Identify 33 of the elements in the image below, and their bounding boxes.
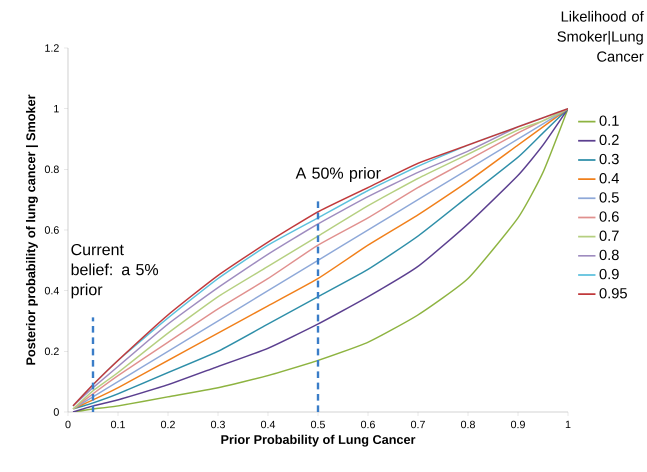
x-tick-label: 0.7 bbox=[411, 420, 425, 428]
x-tick-label: 0.9 bbox=[511, 420, 525, 428]
y-tick-label: 0.6 bbox=[44, 226, 59, 234]
y-axis-title: Posterior probability of lung cancer | Smoker bbox=[26, 94, 38, 365]
x-axis-title: Prior Probability of Lung Cancer bbox=[221, 434, 416, 447]
legend-label: 0.3 bbox=[600, 154, 619, 164]
ref-line-label: A 50% prior bbox=[296, 167, 381, 182]
y-tick-label: 0.4 bbox=[44, 286, 59, 294]
legend-label: 0.9 bbox=[600, 268, 619, 280]
x-tick-label: 0 bbox=[65, 420, 71, 428]
y-tick-label: 1 bbox=[54, 104, 59, 112]
legend-label: 0.5 bbox=[600, 192, 619, 203]
legend-label: 0.4 bbox=[600, 173, 619, 184]
x-tick-label: 0.3 bbox=[211, 420, 225, 428]
legend-label: 0.8 bbox=[600, 250, 619, 260]
legend-label: 0.95 bbox=[600, 288, 627, 298]
legend-label: 0.2 bbox=[600, 134, 619, 146]
x-tick-label: 0.5 bbox=[311, 420, 325, 428]
legend-label: 0.7 bbox=[600, 230, 619, 241]
x-tick-label: 1 bbox=[566, 420, 570, 428]
x-tick-label: 0.2 bbox=[161, 420, 175, 428]
y-tick-label: 0.2 bbox=[44, 348, 59, 356]
y-tick-label: 0 bbox=[54, 408, 59, 416]
legend-title: Likelihood of Smoker|Lung Cancer bbox=[557, 10, 644, 62]
y-tick-label: 0.8 bbox=[44, 166, 59, 174]
x-tick-label: 0.1 bbox=[111, 420, 125, 428]
legend-label: 0.1 bbox=[600, 115, 619, 126]
ref-line-label: Current belief: a 5% prior bbox=[71, 244, 158, 298]
y-tick-label: 1.2 bbox=[45, 44, 59, 52]
x-tick-label: 0.6 bbox=[361, 420, 375, 428]
x-tick-label: 0.4 bbox=[261, 420, 276, 428]
x-tick-label: 0.8 bbox=[461, 420, 475, 428]
legend-label: 0.6 bbox=[600, 211, 619, 222]
